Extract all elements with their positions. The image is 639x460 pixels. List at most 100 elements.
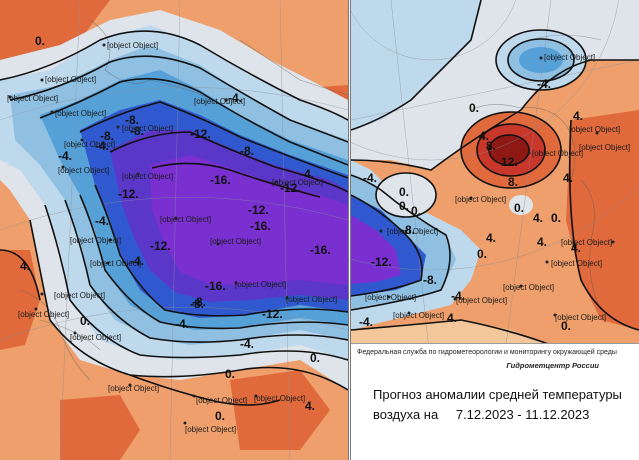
isotherm-label: 4. — [486, 231, 496, 245]
city-label: [object Object] — [544, 53, 595, 62]
coastlines — [19, 19, 348, 381]
city-label: [object Object] — [235, 280, 286, 289]
warm-zone-south — [230, 370, 330, 450]
isotherm-label: 0. — [551, 211, 561, 225]
isotherm-label: -16. — [250, 219, 271, 233]
yakutsk-neutral — [376, 173, 436, 217]
isotherm-label: 4. — [20, 259, 30, 273]
isotherm-label: 0. — [310, 351, 320, 365]
city-label: [object Object] — [55, 109, 106, 118]
isotherm-label: -12. — [118, 187, 139, 201]
city-labels: [object Object] [object Object] [object … — [7, 41, 337, 434]
city-label: [object Object] — [54, 291, 105, 300]
isotherm-label: -8. — [100, 129, 114, 143]
city-label: [object Object] — [58, 166, 109, 175]
warm-zone-central-asia — [60, 395, 140, 460]
isotherm-label: 0. — [80, 314, 90, 328]
isotherm-label: -12. — [190, 127, 211, 141]
warm-east — [566, 110, 639, 330]
isotherm-label: 4. — [573, 109, 583, 123]
warm-zone-nw — [0, 0, 110, 70]
city-label: [object Object] — [70, 333, 121, 342]
isotherm-label: 4. — [447, 311, 457, 325]
isotherm-label: 0. — [399, 185, 409, 199]
city-label: [object Object] — [7, 94, 58, 103]
city-label: [object Object] — [579, 143, 630, 152]
isotherm-label: 0. — [399, 199, 409, 213]
isotherm-label: -8. — [192, 295, 206, 309]
isotherm-label: -8. — [125, 113, 139, 127]
city-label: [object Object] — [108, 384, 159, 393]
isotherm-label: 0. — [561, 319, 571, 333]
anadyr-cool-3 — [519, 47, 563, 73]
city-label: [object Object] — [18, 310, 69, 319]
isotherm-label: 8. — [508, 175, 518, 189]
cold-west-core — [351, 215, 401, 284]
city-label: [object Object] — [532, 149, 583, 158]
graticule — [0, 0, 348, 460]
isotherm-label: 4. — [563, 171, 573, 185]
isotherm-label: -8. — [240, 144, 254, 158]
city-label: [object Object] — [210, 237, 261, 246]
city-label: [object Object] — [561, 238, 612, 247]
isotherm-label: -4. — [58, 149, 72, 163]
isotherm-label: 0. — [469, 101, 479, 115]
city-label: [object Object] — [194, 97, 245, 106]
isotherm-label: -4. — [359, 315, 373, 329]
isotherm-label: -12. — [371, 255, 392, 269]
isotherm-label: -4. — [228, 91, 242, 105]
isotherm-label: 4. — [533, 211, 543, 225]
isotherm-label: -12. — [280, 181, 301, 195]
left-map-panel: 0. -4. -4. -8. -8. -12. -12. -12. -16. -… — [0, 0, 348, 460]
city-label: [object Object] — [122, 172, 173, 181]
isotherm-labels: -4. 0. 4. 8. 12. 8. 4. 4. 4. -4. 0. 0. 0… — [359, 77, 583, 333]
city-label: [object Object] — [387, 227, 438, 236]
isotherm-label: 4. — [537, 235, 547, 249]
city-label: [object Object] — [393, 311, 444, 320]
city-label: [object Object] — [551, 259, 602, 268]
isotherm-label: -12. — [248, 203, 269, 217]
brand-name: Гидрометцентр России — [506, 361, 599, 370]
isotherm-label: -4. — [240, 337, 254, 351]
city-label: [object Object] — [107, 41, 158, 50]
city-label: [object Object] — [196, 396, 247, 405]
city-label: [object Object] — [254, 394, 305, 403]
city-label: [object Object] — [160, 215, 211, 224]
city-label: [object Object] — [185, 425, 236, 434]
city-label: [object Object] — [503, 283, 554, 292]
city-labels: [object Object] [object Object] [object … — [365, 53, 630, 322]
coastlines — [470, 34, 602, 311]
isotherm-label: 4. — [305, 399, 315, 413]
city-label: [object Object] — [122, 124, 173, 133]
isotherm-labels: 0. -4. -4. -8. -8. -12. -12. -12. -16. -… — [20, 34, 331, 423]
isotherm-label: -12. — [150, 239, 171, 253]
isotherm-label: -8. — [401, 223, 415, 237]
isotherm-lines — [351, 0, 639, 346]
isotherm-label: 0. — [514, 201, 524, 215]
isotherm-label: 0. — [225, 367, 235, 381]
yakutsk-pocket — [509, 195, 533, 215]
isotherm-label: 0. — [477, 247, 487, 261]
isotherm-label: -16. — [205, 279, 226, 293]
city-label: [object Object] — [455, 195, 506, 204]
isotherm-lines — [0, 30, 348, 406]
isotherm-label: 0. — [215, 409, 225, 423]
city-label: [object Object] — [90, 259, 141, 268]
isotherm-label: 0. — [411, 204, 421, 218]
forecast-subtitle-text: воздуха на — [373, 407, 439, 422]
isotherm-label: 12. — [501, 155, 518, 169]
forecast-caption: Федеральная служба по гидрометеорологии … — [351, 343, 639, 460]
city-label: [object Object] — [45, 75, 96, 84]
city-label: [object Object] — [365, 293, 416, 302]
isotherm-label: -16. — [310, 243, 331, 257]
isotherm-label: -4. — [130, 254, 144, 268]
forecast-subtitle: воздуха на 7.12.2023 - 11.12.2023 — [373, 407, 589, 422]
city-label: [object Object] — [569, 125, 620, 134]
forecast-title: Прогноз аномалии средней температуры — [373, 387, 622, 402]
city-label: [object Object] — [286, 295, 337, 304]
isotherm-label: -4. — [175, 317, 189, 331]
panel-divider — [348, 0, 351, 460]
isotherm-label: -8. — [423, 273, 437, 287]
isotherm-label: 8. — [486, 139, 496, 153]
